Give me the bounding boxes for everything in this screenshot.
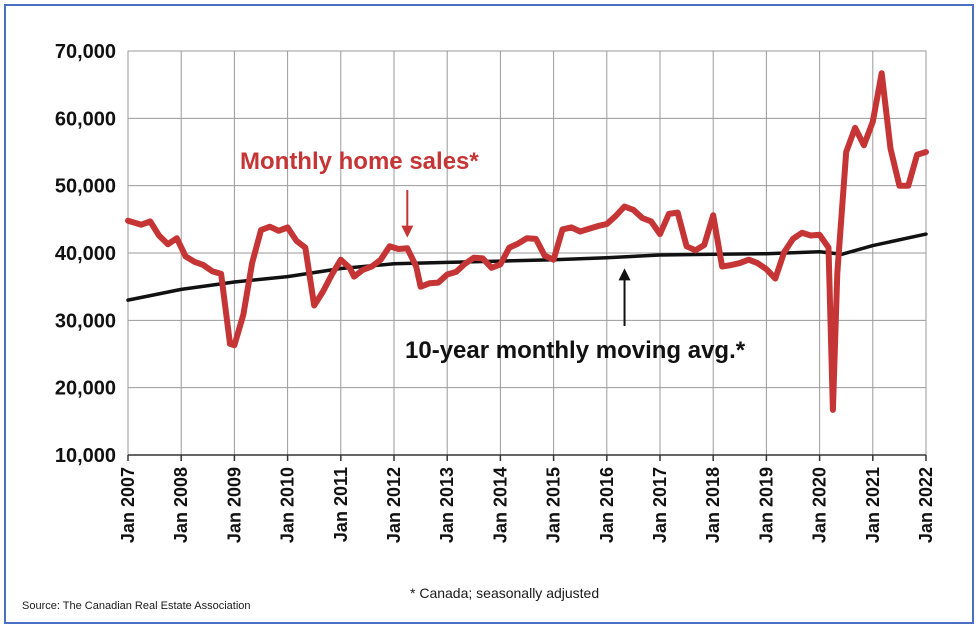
x-tick-label: Jan 2014 [490,467,510,543]
x-tick-label: Jan 2019 [756,467,776,543]
y-tick-label: 50,000 [55,176,116,198]
x-tick-label: Jan 2009 [224,467,244,543]
annotation-monthly-sales: Monthly home sales* [240,148,479,175]
x-tick-label: Jan 2018 [703,467,723,543]
y-tick-label: 40,000 [55,243,116,265]
footnote: * Canada; seasonally adjusted [410,585,600,601]
x-tick-label: Jan 2012 [384,467,404,543]
chart-frame [4,4,974,624]
series-line-monthly-sales [125,70,929,413]
x-tick-label: Jan 2007 [118,467,138,543]
x-tick-label: Jan 2008 [171,467,191,543]
plot-lines [125,70,929,413]
y-tick-label: 70,000 [55,41,116,63]
x-tick-label: Jan 2017 [650,467,670,543]
x-axis: Jan 2007 Jan 2008 Jan 2009 Jan 2010 Jan 2011… [118,454,936,543]
y-tick-label: 20,000 [55,378,116,400]
x-tick-label: Jan 2010 [278,467,298,543]
y-tick-label: 30,000 [55,310,116,332]
annotation-arrows [401,190,631,326]
x-tick-label: Jan 2022 [916,467,936,543]
y-tick-label: 60,000 [55,108,116,130]
x-tick-label: Jan 2021 [863,467,883,543]
x-tick-label: Jan 2013 [437,467,457,543]
annotation-moving-avg: 10-year monthly moving avg.* [405,337,746,364]
arrowhead-monthly-sales [401,225,414,238]
source-note: Source: The Canadian Real Estate Associa… [22,600,251,612]
x-tick-label: Jan 2016 [597,467,617,543]
arrowhead-moving-avg [618,268,631,281]
x-tick-label: Jan 2011 [331,467,351,542]
x-tick-label: Jan 2015 [544,467,564,543]
y-axis: 10,000 20,000 30,000 40,000 50,000 60,000 70,0… [55,41,116,467]
y-tick-label: 10,000 [55,445,116,467]
x-tick-label: Jan 2020 [810,467,830,543]
